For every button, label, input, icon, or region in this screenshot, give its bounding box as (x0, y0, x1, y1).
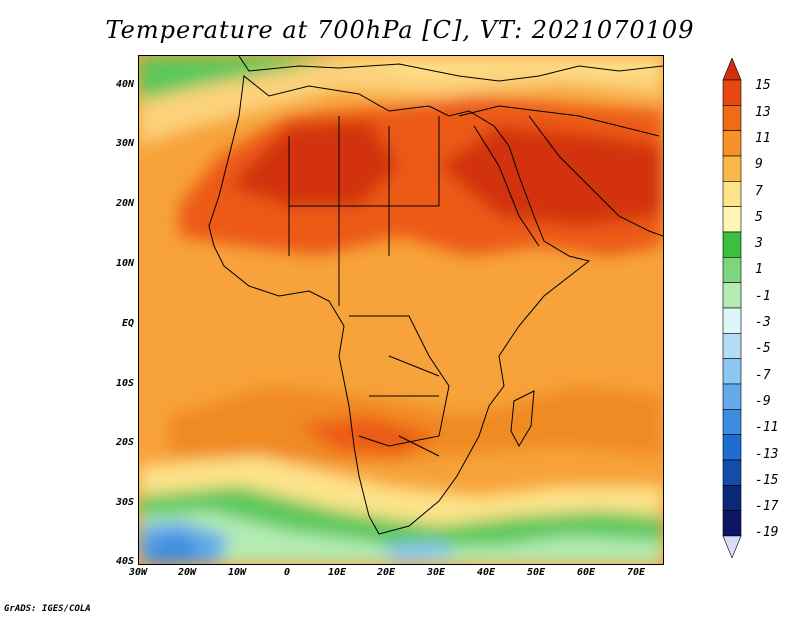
colorbar-segment (722, 409, 742, 435)
colorbar-label: 13 (755, 105, 771, 120)
colorbar-top-arrow (722, 58, 742, 81)
colorbar-segment (722, 485, 742, 511)
colorbar-label: -17 (755, 499, 779, 514)
lon-label-0: 0 (283, 567, 291, 578)
colorbar-label: 9 (755, 157, 763, 172)
colorbar-label: 1 (755, 262, 763, 277)
colorbar-segment (722, 510, 742, 537)
lon-label-40e: 40E (476, 567, 496, 578)
colorbar-segment (722, 79, 742, 106)
colorbar (722, 58, 742, 558)
map-title: Temperature at 700hPa [C], VT: 202107010… (105, 16, 695, 44)
lon-label-70e: 70E (626, 567, 646, 578)
temperature-field (139, 56, 663, 564)
lat-label-30n: 30N (115, 138, 134, 149)
colorbar-segment (722, 206, 742, 233)
colorbar-label: -7 (755, 368, 771, 383)
lon-label-20w: 20W (177, 567, 197, 578)
colorbar-label: 15 (755, 78, 771, 93)
lon-label-10e: 10E (327, 567, 347, 578)
lat-label-20n: 20N (115, 198, 134, 209)
colorbar-segment (722, 155, 742, 182)
colorbar-label: 7 (755, 184, 763, 199)
lat-label-eq: EQ (121, 318, 134, 329)
colorbar-segment (722, 282, 742, 309)
lon-label-20e: 20E (376, 567, 396, 578)
lat-label-10n: 10N (115, 258, 134, 269)
colorbar-label: -1 (755, 289, 771, 304)
colorbar-segment (722, 307, 742, 334)
lat-label-20s: 20S (115, 437, 134, 448)
colorbar-label: -19 (755, 525, 779, 540)
lat-label-40n: 40N (115, 79, 134, 90)
colorbar-label: 3 (755, 236, 763, 251)
lon-label-60e: 60E (576, 567, 596, 578)
colorbar-bottom-arrow (722, 535, 742, 558)
coastlines (208, 56, 663, 535)
colorbar-label: -15 (755, 473, 779, 488)
lon-label-30w: 30W (128, 567, 148, 578)
colorbar-segment (722, 358, 742, 385)
colorbar-segment (722, 459, 742, 486)
colorbar-label: -5 (755, 341, 771, 356)
colorbar-segment (722, 434, 742, 461)
colorbar-segment (722, 257, 742, 283)
colorbar-label: 5 (755, 210, 763, 225)
lat-label-30s: 30S (115, 497, 134, 508)
lat-label-40s: 40S (115, 556, 134, 567)
colorbar-segment (722, 383, 742, 410)
colorbar-segment (722, 181, 742, 207)
colorbar-label: 11 (755, 131, 771, 146)
colorbar-segment (722, 231, 742, 258)
map-panel (138, 55, 664, 565)
lat-label-10s: 10S (115, 378, 134, 389)
colorbar-label: -13 (755, 447, 779, 462)
colorbar-label: -11 (755, 420, 779, 435)
lon-label-10w: 10W (227, 567, 247, 578)
lon-label-50e: 50E (526, 567, 546, 578)
footer-credit: GrADS: IGES/COLA (4, 604, 91, 614)
lon-label-30e: 30E (426, 567, 446, 578)
colorbar-segment (722, 130, 742, 157)
colorbar-label: -3 (755, 315, 771, 330)
colorbar-segment (722, 105, 742, 131)
colorbar-segment (722, 333, 742, 359)
colorbar-label: -9 (755, 394, 771, 409)
